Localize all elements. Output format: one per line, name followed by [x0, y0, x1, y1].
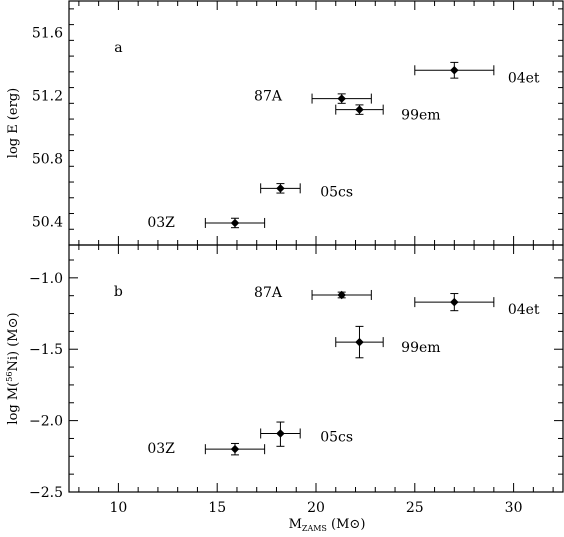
- point-label: 99em: [401, 108, 440, 124]
- data-point-87A: 87A: [254, 89, 372, 105]
- data-point-04et: 04et: [414, 61, 540, 86]
- data-point-04et: 04et: [414, 293, 540, 318]
- panel-tag: a: [114, 40, 122, 56]
- y-axis-title: log M(56Ni) (M⊙): [5, 312, 21, 424]
- point-marker: [230, 444, 240, 454]
- x-tick-label: 30: [505, 500, 523, 516]
- plot-frame: [68, 244, 564, 493]
- y-tick-label: −2.0: [29, 414, 63, 430]
- point-label: 03Z: [147, 441, 175, 457]
- y-tick-label: 50.4: [32, 214, 63, 230]
- y-tick-label: −2.5: [29, 485, 63, 501]
- plot-frame: [68, 0, 564, 246]
- panel-a: 50.4 50.8 51.2 51.6 a log E (erg) 03Z 05cs 87A 99…: [6, 0, 564, 246]
- y-tick-label: −1.0: [29, 271, 63, 287]
- data-point-05cs: 05cs: [260, 183, 353, 200]
- x-tick-label: 15: [208, 500, 226, 516]
- x-tick-label: 20: [307, 500, 325, 516]
- data-point-03Z: 03Z: [147, 441, 266, 457]
- point-marker: [230, 218, 240, 228]
- y-tick-label: −1.5: [29, 342, 63, 358]
- point-label: 05cs: [320, 429, 353, 445]
- data-point-99em: 99em: [335, 104, 441, 124]
- point-marker: [355, 337, 364, 347]
- point-label: 04et: [508, 70, 540, 86]
- panel-tag: b: [114, 284, 123, 300]
- y-axis-title: log E (erg): [6, 88, 21, 158]
- data-point-03Z: 03Z: [147, 215, 266, 231]
- point-label: 04et: [508, 302, 540, 318]
- point-marker: [276, 429, 285, 438]
- y-tick-label: 51.2: [32, 88, 63, 104]
- x-axis-title: MZAMS (M⊙): [289, 517, 366, 533]
- data-point-87A: 87A: [254, 285, 372, 301]
- data-point-05cs: 05cs: [260, 421, 353, 447]
- point-label: 99em: [401, 340, 440, 356]
- point-label: 05cs: [320, 184, 353, 200]
- point-label: 87A: [254, 89, 283, 105]
- point-marker: [450, 66, 459, 75]
- panel-b: −2.5 −2.0 −1.5 −1.0 10 15 20 25 30 b log M(56Ni) (…: [5, 244, 564, 516]
- y-tick-label: 51.6: [32, 25, 63, 41]
- point-marker: [337, 94, 346, 103]
- point-label: 03Z: [147, 215, 175, 231]
- point-marker: [276, 184, 285, 193]
- data-point-99em: 99em: [335, 325, 441, 359]
- y-tick-label: 50.8: [32, 151, 63, 167]
- point-marker: [450, 297, 459, 307]
- point-marker: [337, 290, 346, 300]
- x-tick-label: 25: [406, 500, 424, 516]
- x-tick-label: 10: [109, 500, 127, 516]
- point-marker: [355, 105, 364, 114]
- point-label: 87A: [254, 285, 283, 301]
